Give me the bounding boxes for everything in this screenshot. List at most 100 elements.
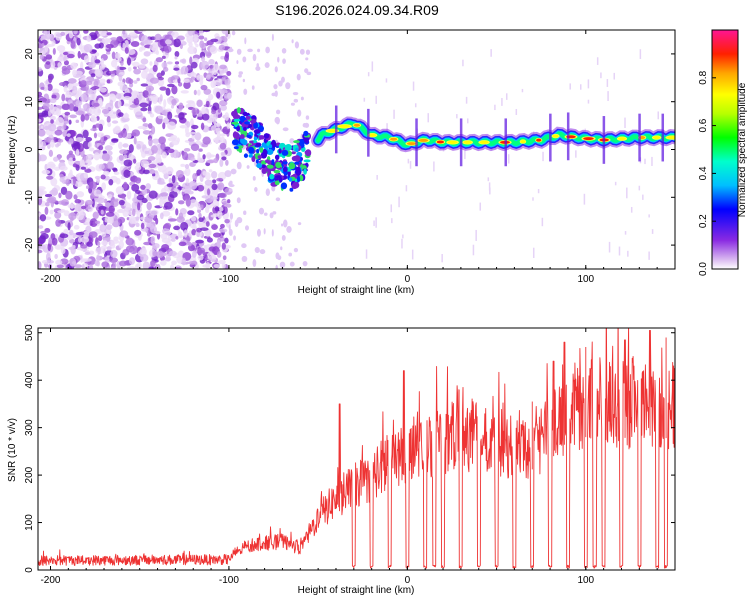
noise-speckle [38,47,47,55]
noise-speckle [149,43,158,51]
noise-speckle [122,143,129,148]
noise-speckle [161,152,168,159]
noise-speckle [175,170,184,178]
noise-speckle [101,153,110,162]
noise-speckle [194,132,202,141]
noise-speckle [291,39,294,44]
noise-speckle [228,188,233,192]
signal-blob [245,115,251,120]
noise-speckle [208,246,216,252]
noise-speckle [129,104,138,108]
noise-speckle [192,221,197,230]
noise-speckle [274,66,278,73]
ytick-label: 0 [24,567,35,573]
noise-speckle [297,109,302,117]
noise-speckle [181,58,187,64]
signal-blob [256,162,263,169]
noise-speckle [171,31,179,38]
noise-speckle [105,102,114,111]
noise-speckle [159,212,164,220]
signal-blob [295,147,299,153]
noise-speckle [63,60,69,66]
signal-blob [261,167,267,175]
noise-speckle [135,111,143,120]
noise-speckle [106,116,111,124]
noise-speckle [98,163,105,170]
noise-speckle [187,210,195,216]
noise-speckle [142,261,151,269]
noise-speckle [162,122,166,130]
noise-speckle [76,211,85,221]
noise-speckle [184,167,191,177]
noise-speckle [259,249,266,255]
noise-speckle [238,71,243,75]
faint-streak [398,196,400,208]
noise-speckle [218,228,228,233]
noise-speckle [58,138,64,143]
noise-speckle [100,174,106,180]
signal-hot-core [338,124,351,128]
signal-spike [367,108,370,157]
faint-streak [375,95,377,104]
noise-speckle [68,157,74,166]
noise-speckle [195,239,204,244]
noise-speckle [220,151,226,156]
noise-speckle [285,82,291,90]
noise-speckle [106,51,111,55]
noise-speckle [44,206,49,215]
noise-speckle [48,237,53,245]
noise-speckle [124,47,129,54]
noise-speckle [141,70,148,79]
noise-speckle [159,94,163,102]
noise-speckle [161,109,168,115]
noise-speckle [103,170,110,176]
noise-speckle [84,251,91,255]
noise-speckle [161,61,168,69]
noise-speckle [275,197,281,202]
signal-blob [288,162,296,170]
noise-speckle [195,230,203,238]
noise-speckle [115,177,121,185]
noise-speckle [126,190,132,200]
noise-speckle [47,83,53,92]
noise-speckle [134,229,142,236]
signal-blob [294,161,300,165]
signal-blob [256,148,260,154]
noise-speckle [159,260,167,266]
noise-speckle [182,182,191,190]
noise-speckle [180,221,189,231]
noise-speckle [222,201,228,207]
noise-speckle [171,85,178,95]
xtick-label: 0 [405,575,411,586]
noise-speckle [80,61,84,70]
noise-speckle [192,173,198,181]
noise-speckle [70,40,76,49]
signal-blob [248,146,255,154]
noise-speckle [136,194,145,201]
noise-speckle [198,30,204,36]
noise-speckle [83,30,89,34]
faint-streak [614,181,617,186]
noise-speckle [273,84,278,90]
noise-speckle [127,67,132,72]
noise-speckle [188,131,197,135]
noise-speckle [76,191,85,198]
noise-speckle [68,138,74,145]
noise-speckle [218,44,226,51]
noise-speckle [84,168,92,173]
noise-speckle [53,156,59,162]
noise-speckle [61,68,71,75]
noise-speckle [126,57,132,66]
noise-speckle [72,82,80,87]
noise-speckle [83,55,90,63]
noise-speckle [212,79,217,88]
snr-axes: -200 -100 0 100 0 100 200 300 400 500 [24,324,676,586]
noise-speckle [99,84,103,90]
signal-spike [638,113,641,162]
noise-speckle [76,37,81,46]
noise-speckle [160,192,169,197]
xtick-label: 0 [405,274,411,285]
noise-speckle [60,31,66,37]
noise-speckle [222,255,227,261]
noise-speckle [62,51,69,56]
